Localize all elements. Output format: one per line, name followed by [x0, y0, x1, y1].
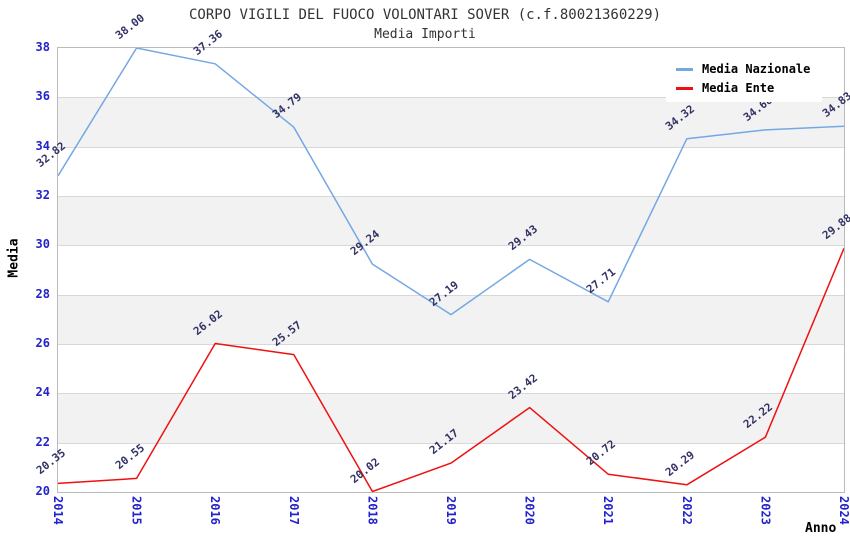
x-axis-title: Anno	[805, 521, 837, 536]
background-band	[58, 393, 844, 443]
y-tick-label: 36	[35, 89, 50, 104]
y-tick-label: 28	[35, 286, 50, 301]
plot-area	[57, 47, 845, 493]
background-band	[58, 97, 844, 147]
x-tick-label: 2016	[208, 496, 223, 525]
background-band	[58, 442, 844, 492]
background-band	[58, 146, 844, 196]
background-band	[58, 245, 844, 295]
gridline	[58, 97, 844, 99]
gridline	[58, 294, 844, 296]
background-band	[58, 344, 844, 394]
legend-label: Media Ente	[702, 81, 775, 95]
y-tick-label: 32	[35, 188, 50, 202]
x-tick-label: 2021	[601, 496, 616, 525]
chart-subtitle: Media Importi	[374, 27, 476, 42]
x-tick-label: 2019	[444, 496, 458, 525]
chart-title: CORPO VIGILI DEL FUOCO VOLONTARI SOVER (…	[188, 7, 661, 23]
gridline	[58, 442, 844, 444]
x-tick-label: 2024	[837, 496, 850, 525]
gridline	[58, 245, 844, 247]
x-tick-label: 2020	[522, 496, 537, 525]
series-line-media-ente	[58, 248, 844, 492]
legend-label: Media Nazionale	[702, 62, 811, 76]
legend: Media Nazionale Media Ente	[666, 55, 823, 102]
series-lines	[58, 48, 844, 492]
y-tick-label: 24	[35, 385, 50, 400]
y-tick-label: 22	[35, 434, 50, 449]
y-tick-label: 38	[35, 40, 50, 54]
y-tick-label: 26	[35, 336, 50, 350]
y-axis-title: Media	[6, 238, 22, 278]
x-tick-label: 2015	[129, 496, 144, 525]
y-tick-label: 30	[35, 237, 50, 252]
gridline	[58, 146, 844, 148]
legend-item-media-nazionale: Media Nazionale	[676, 62, 810, 76]
legend-item-media-ente: Media Ente	[676, 81, 810, 95]
legend-marker-media-nazionale	[676, 67, 693, 71]
x-tick-label: 2018	[365, 496, 380, 525]
gridline	[58, 344, 844, 345]
legend-marker-media-ente	[676, 86, 693, 90]
x-tick-label: 2014	[51, 496, 65, 525]
gridline	[58, 393, 844, 395]
x-tick-label: 2022	[679, 496, 694, 525]
y-tick-label: 20	[35, 484, 50, 498]
background-band	[58, 196, 844, 246]
x-tick-label: 2023	[758, 496, 773, 525]
series-line-media-nazionale	[58, 48, 844, 316]
x-tick-label: 2017	[286, 496, 301, 525]
y-tick-label: 34	[35, 138, 50, 153]
background-band	[58, 294, 844, 344]
gridline	[58, 196, 844, 197]
